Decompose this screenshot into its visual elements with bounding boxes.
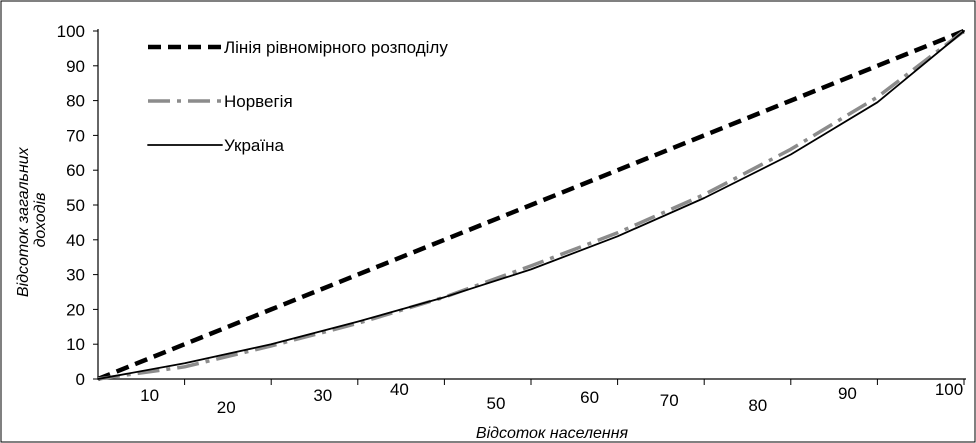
y-tick-label: 0: [76, 370, 85, 389]
y-tick-label: 30: [66, 266, 85, 285]
y-tick-label: 10: [66, 335, 85, 354]
y-tick-label: 50: [66, 196, 85, 215]
legend-label-2: Норвегія: [224, 92, 293, 111]
y-tick-label: 70: [66, 126, 85, 145]
x-axis-title: Відсоток населення: [476, 425, 629, 442]
y-axis-title: Відсоток загальних доходів: [15, 143, 49, 297]
y-tick-label: 60: [66, 161, 85, 180]
x-tick-label: 50: [487, 394, 506, 413]
y-axis-title-line-2: доходів: [32, 193, 49, 248]
y-tick-label: 80: [66, 92, 85, 111]
series-line-2: [97, 29, 966, 381]
y-axis-title-line-1: Відсоток загальних: [15, 146, 32, 297]
series-line-1: [97, 28, 965, 382]
x-tick-label: 80: [748, 396, 767, 415]
x-tick-label: 40: [390, 380, 409, 399]
y-tick-label: 40: [66, 231, 85, 250]
plot-lines: [97, 28, 966, 382]
axes: [97, 29, 966, 380]
x-tick-label: 100: [935, 380, 963, 399]
legend-label-1: Лінія рівномірного розподілу: [224, 38, 448, 57]
x-tick-label: 60: [580, 388, 599, 407]
y-axis-ticks: 0 10 20 30 40 50 60 70 80 90 100: [57, 22, 98, 389]
y-tick-label: 100: [57, 22, 85, 41]
y-tick-label: 20: [66, 300, 85, 319]
x-tick-label: 30: [313, 386, 332, 405]
series-line-3: [97, 30, 965, 380]
legend-label-3: Україна: [224, 136, 284, 155]
y-tick-label: 90: [66, 57, 85, 76]
legend: Лінія рівномірного розподілу Норвегія Укра…: [147, 38, 448, 155]
x-axis-ticks: 10 20 30 40 50 60 70 80 90 100: [140, 379, 965, 417]
x-tick-label: 20: [217, 398, 236, 417]
x-tick-label: 70: [660, 391, 679, 410]
x-tick-label: 10: [140, 386, 159, 405]
x-tick-label: 90: [838, 384, 857, 403]
